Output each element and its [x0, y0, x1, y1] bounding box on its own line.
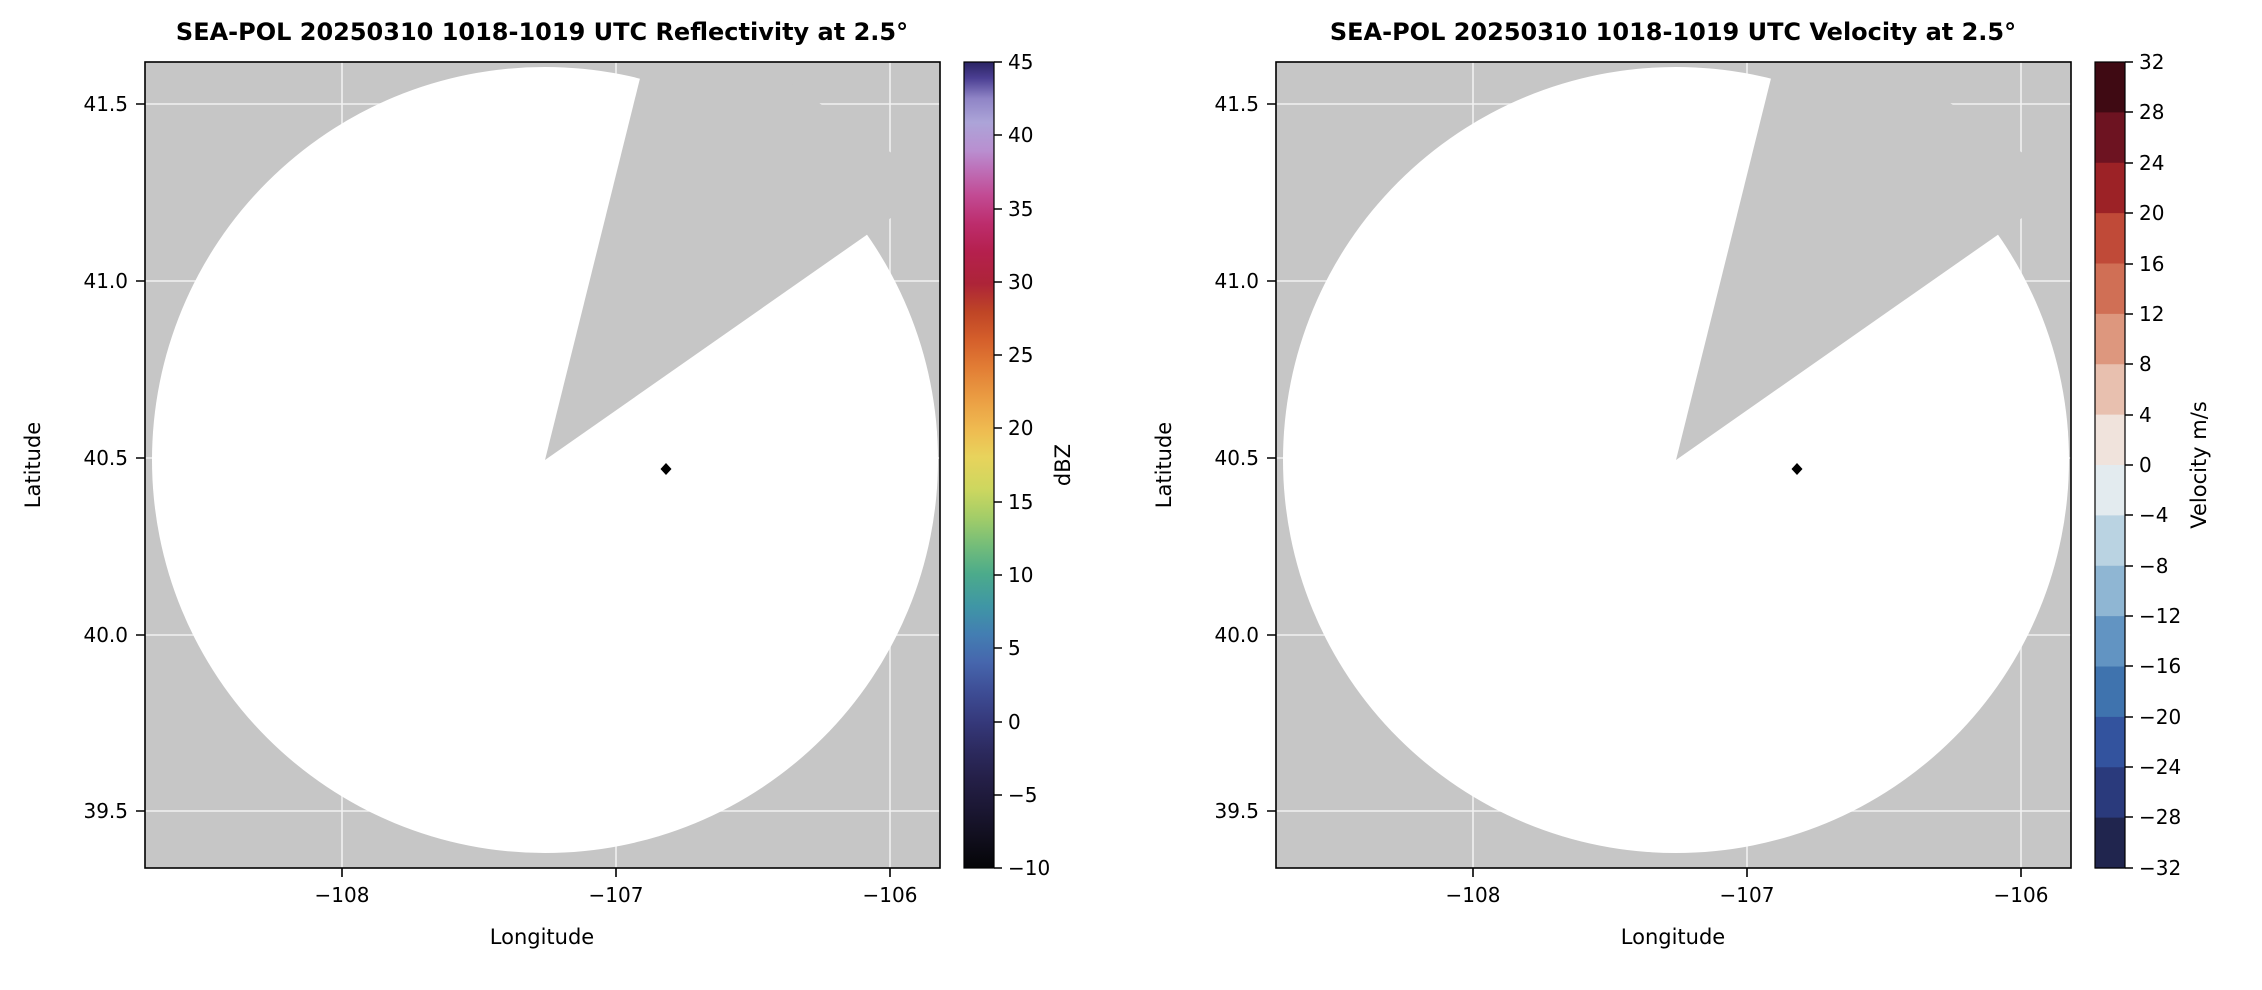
velocity-axes-frame	[1275, 61, 2072, 869]
cbar-tick-label: −12	[2139, 604, 2181, 628]
x-axis-ticks	[341, 868, 891, 877]
cbar-tick-label: −5	[1008, 783, 1037, 807]
x-axis-label: Longitude	[1621, 925, 1725, 949]
y-axis-ticks	[136, 103, 145, 812]
reflectivity-plot-area	[145, 62, 940, 868]
radar-site-marker	[660, 463, 672, 475]
cbar-tick-label: 8	[2139, 352, 2152, 376]
x-tick-label: −108	[1446, 883, 1501, 907]
cbar-tick-label: 32	[2139, 50, 2164, 74]
cbar-tick-label: 16	[2139, 252, 2164, 276]
cbar-tick-label: 4	[2139, 403, 2152, 427]
reflectivity-axes-frame	[144, 61, 941, 869]
velocity-colorbar-ticks	[2125, 61, 2133, 869]
cbar-tick-label: 35	[1008, 197, 1033, 221]
radar-site-marker	[1791, 463, 1803, 475]
reflectivity-title: SEA-POL 20250310 1018-1019 UTC Reflectiv…	[176, 18, 908, 46]
y-tick-label: 40.5	[83, 446, 128, 470]
velocity-colorbar-block	[2095, 565, 2125, 617]
y-axis-ticks	[1267, 103, 1276, 812]
velocity-colorbar-block	[2095, 162, 2125, 214]
velocity-colorbar-block	[2095, 263, 2125, 315]
cbar-tick-label: 45	[1008, 50, 1033, 74]
cbar-tick-label: 20	[2139, 201, 2164, 225]
velocity-colorbar-block	[2095, 414, 2125, 466]
y-tick-label: 40.0	[1214, 623, 1259, 647]
x-tick-label: −106	[1994, 883, 2049, 907]
cbar-tick-label: −24	[2139, 755, 2181, 779]
velocity-title: SEA-POL 20250310 1018-1019 UTC Velocity …	[1330, 18, 2016, 46]
cbar-tick-label: −20	[2139, 705, 2181, 729]
velocity-colorbar-block	[2095, 817, 2125, 869]
cbar-tick-label: −4	[2139, 503, 2168, 527]
x-tick-label: −107	[589, 883, 644, 907]
cbar-tick-label: −16	[2139, 654, 2181, 678]
cbar-tick-label: 25	[1008, 343, 1033, 367]
x-tick-label: −106	[863, 883, 918, 907]
blocked-sector-wedge	[545, 62, 938, 460]
y-tick-label: 41.5	[83, 92, 128, 116]
y-tick-label: 41.0	[83, 269, 128, 293]
velocity-colorbar-block	[2095, 313, 2125, 365]
velocity-colorbar-block	[2095, 666, 2125, 718]
velocity-colorbar-block	[2095, 364, 2125, 416]
cbar-tick-label: 24	[2139, 151, 2164, 175]
x-axis-label: Longitude	[490, 925, 594, 949]
blocked-sector-wedge	[1676, 62, 2069, 460]
reflectivity-colorbar-ticks	[994, 61, 1002, 869]
velocity-colorbar	[2095, 62, 2125, 869]
velocity-colorbar-block	[2095, 213, 2125, 265]
cbar-tick-label: 5	[1008, 636, 1021, 660]
y-tick-label: 41.5	[1214, 92, 1259, 116]
cbar-tick-label: 20	[1008, 416, 1033, 440]
velocity-colorbar-label: Velocity m/s	[2187, 401, 2211, 529]
cbar-tick-label: 28	[2139, 100, 2164, 124]
reflectivity-colorbar	[964, 62, 994, 868]
y-tick-label: 41.0	[1214, 269, 1259, 293]
velocity-colorbar-block	[2095, 716, 2125, 768]
cbar-tick-label: −28	[2139, 805, 2181, 829]
reflectivity-colorbar-frame	[963, 61, 995, 869]
cbar-tick-label: 40	[1008, 123, 1033, 147]
velocity-plot-area	[1276, 62, 2071, 868]
cbar-tick-label: 0	[1008, 710, 1021, 734]
velocity-colorbar-block	[2095, 465, 2125, 516]
x-tick-label: −108	[315, 883, 370, 907]
y-tick-label: 40.0	[83, 623, 128, 647]
y-tick-label: 40.5	[1214, 446, 1259, 470]
x-axis-ticks	[1472, 868, 2022, 877]
cbar-tick-label: 15	[1008, 490, 1033, 514]
y-tick-label: 39.5	[1214, 799, 1259, 823]
y-tick-label: 39.5	[83, 799, 128, 823]
cbar-tick-label: 10	[1008, 563, 1033, 587]
y-axis-label: Latitude	[1152, 422, 1176, 508]
velocity-colorbar-block	[2095, 616, 2125, 668]
reflectivity-colorbar-label: dBZ	[1051, 444, 1075, 486]
cbar-tick-label: 0	[2139, 453, 2152, 477]
cbar-tick-label: 30	[1008, 270, 1033, 294]
cbar-tick-label: 12	[2139, 302, 2164, 326]
cbar-tick-label: −8	[2139, 554, 2168, 578]
x-tick-label: −107	[1720, 883, 1775, 907]
cbar-tick-label: −32	[2139, 856, 2181, 880]
y-axis-label: Latitude	[21, 422, 45, 508]
cbar-tick-label: −10	[1008, 856, 1050, 880]
velocity-colorbar-block	[2095, 515, 2125, 567]
velocity-colorbar-block	[2095, 767, 2125, 819]
velocity-colorbar-block	[2095, 62, 2125, 113]
velocity-colorbar-block	[2095, 112, 2125, 164]
